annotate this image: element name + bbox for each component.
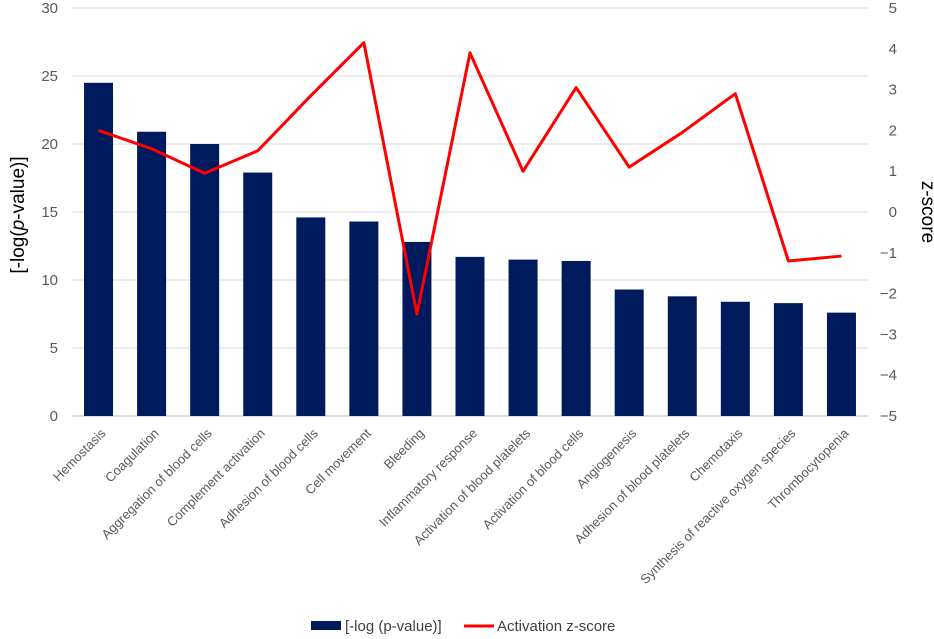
- left-tick-label: 25: [41, 68, 58, 85]
- right-tick-label: 2: [889, 122, 897, 139]
- bar: [614, 289, 644, 416]
- bar-series: [84, 82, 856, 417]
- left-axis-ticks: 0 5 10 15 20 25 30: [41, 0, 58, 425]
- left-axis-title-italic: p: [8, 220, 29, 232]
- right-axis-title: z-score: [917, 181, 934, 243]
- legend-bar-label: [-log (p-value)]: [345, 618, 442, 635]
- bar: [296, 217, 326, 416]
- bar: [773, 303, 803, 416]
- right-axis-ticks: 5 4 3 2 1 0 −1 −2 −3 −4 −5: [880, 0, 897, 425]
- left-axis-title: [-log(p-value)]: [8, 156, 29, 273]
- right-tick-label: −3: [880, 326, 897, 343]
- left-tick-label: 15: [41, 204, 58, 221]
- right-tick-label: 4: [889, 41, 897, 58]
- right-tick-label: 5: [889, 0, 897, 17]
- bar: [137, 131, 167, 416]
- right-tick-label: −5: [880, 408, 897, 425]
- right-tick-label: 1: [889, 163, 897, 180]
- bar: [243, 172, 273, 416]
- left-tick-label: 20: [41, 136, 58, 153]
- bar: [561, 260, 591, 416]
- legend-bar-swatch: [311, 621, 341, 630]
- left-tick-label: 10: [41, 272, 58, 289]
- right-tick-label: 0: [889, 204, 897, 221]
- bar: [667, 296, 697, 416]
- line-series: [98, 41, 842, 316]
- category-label: Complement activation: [164, 426, 268, 530]
- bar: [720, 301, 750, 416]
- left-tick-label: 5: [50, 340, 58, 357]
- left-tick-label: 30: [41, 0, 58, 17]
- category-label: Inflammatory response: [376, 426, 480, 530]
- right-tick-label: −1: [880, 245, 897, 262]
- category-label: Bleeding: [381, 426, 427, 472]
- category-label: Hemostasis: [50, 425, 109, 484]
- bar: [508, 259, 538, 416]
- legend-line-label: Activation z-score: [497, 618, 615, 635]
- category-label: Adhesion of blood cells: [216, 425, 322, 531]
- bar: [455, 256, 485, 416]
- left-tick-label: 0: [50, 408, 58, 425]
- right-tick-label: 3: [889, 82, 897, 99]
- category-label: Aggregation of blood cells: [98, 425, 215, 542]
- bar: [84, 82, 114, 417]
- z-score-line: [98, 41, 842, 316]
- right-tick-label: −4: [880, 367, 897, 384]
- legend: [-log (p-value)] Activation z-score: [311, 618, 615, 635]
- bar: [826, 312, 856, 416]
- bar: [349, 221, 379, 416]
- left-axis-title-part-1: [-log(: [8, 230, 29, 274]
- bar: [190, 144, 220, 416]
- left-axis-title-part-2: -value)]: [8, 156, 29, 219]
- right-tick-label: −2: [880, 286, 897, 303]
- category-label: Activation of blood cells: [480, 425, 587, 532]
